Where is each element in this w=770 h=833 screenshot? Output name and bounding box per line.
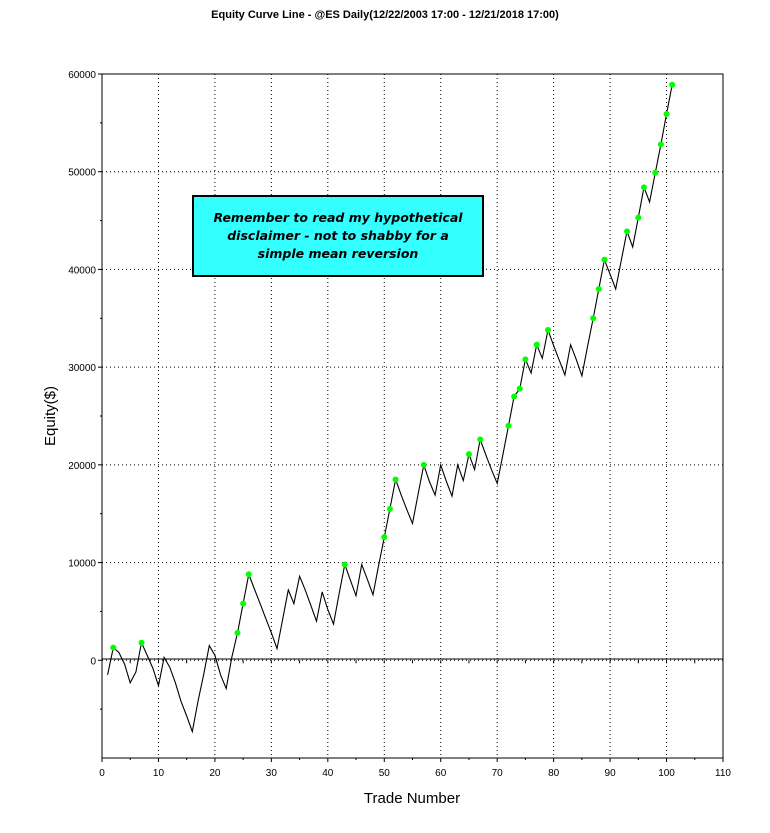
new-high-marker bbox=[516, 385, 523, 392]
grid-lines bbox=[102, 74, 723, 758]
y-tick-label: 50000 bbox=[68, 168, 96, 179]
new-high-marker bbox=[511, 393, 518, 400]
new-high-marker bbox=[595, 285, 602, 292]
disclaimer-note: Remember to read my hypothetical disclai… bbox=[192, 195, 484, 277]
x-tick-label: 110 bbox=[715, 768, 731, 779]
y-tick-label: 60000 bbox=[68, 70, 96, 81]
x-tick-label: 40 bbox=[322, 768, 334, 779]
new-high-marker bbox=[657, 141, 664, 148]
new-high-marker bbox=[245, 571, 252, 578]
new-high-marker bbox=[240, 600, 247, 607]
new-high-marker bbox=[477, 436, 484, 443]
new-high-marker bbox=[522, 356, 529, 363]
new-high-marker bbox=[386, 505, 393, 512]
new-high-markers bbox=[110, 81, 676, 651]
x-tick-label: 50 bbox=[379, 768, 391, 779]
x-tick-label: 70 bbox=[492, 768, 504, 779]
new-high-marker bbox=[138, 639, 145, 646]
x-tick-label: 30 bbox=[266, 768, 278, 779]
axis-ticks: 0 10 20 30 40 50 60 70 80 90 100 110 0 10000 20000 3000… bbox=[68, 70, 731, 779]
new-high-marker bbox=[533, 341, 540, 348]
x-tick-label: 80 bbox=[548, 768, 560, 779]
y-axis-label: Equity($) bbox=[42, 386, 59, 446]
new-high-marker bbox=[663, 111, 670, 118]
new-high-marker bbox=[110, 644, 117, 651]
y-tick-label: 10000 bbox=[68, 559, 96, 570]
y-tick-label: 20000 bbox=[68, 461, 96, 472]
new-high-marker bbox=[341, 561, 348, 568]
x-tick-label: 60 bbox=[435, 768, 447, 779]
chart-title: Equity Curve Line - @ES Daily(12/22/2003… bbox=[211, 9, 559, 21]
new-high-marker bbox=[381, 534, 388, 541]
disclaimer-text: Remember to read my hypothetical disclai… bbox=[213, 210, 463, 261]
x-axis-label: Trade Number bbox=[364, 790, 460, 807]
new-high-marker bbox=[669, 81, 676, 88]
new-high-marker bbox=[392, 476, 399, 483]
equity-line bbox=[107, 84, 673, 734]
new-high-marker bbox=[234, 629, 241, 636]
y-tick-label: 40000 bbox=[68, 265, 96, 276]
x-tick-label: 100 bbox=[658, 768, 675, 779]
x-tick-label: 20 bbox=[209, 768, 221, 779]
new-high-marker bbox=[601, 256, 608, 263]
plot-frame bbox=[101, 73, 724, 759]
new-high-marker bbox=[635, 214, 642, 221]
new-high-marker bbox=[640, 184, 647, 191]
x-tick-label: 90 bbox=[605, 768, 617, 779]
new-high-marker bbox=[465, 451, 472, 458]
equity-series bbox=[107, 84, 673, 734]
x-tick-label: 0 bbox=[99, 768, 105, 779]
new-high-marker bbox=[624, 228, 631, 235]
new-high-marker bbox=[652, 169, 659, 176]
new-high-marker bbox=[590, 315, 597, 322]
new-high-marker bbox=[420, 461, 427, 468]
y-tick-label: 0 bbox=[90, 656, 96, 667]
y-tick-label: 30000 bbox=[68, 363, 96, 374]
new-high-marker bbox=[544, 327, 551, 334]
new-high-marker bbox=[505, 422, 512, 429]
x-tick-label: 10 bbox=[153, 768, 165, 779]
